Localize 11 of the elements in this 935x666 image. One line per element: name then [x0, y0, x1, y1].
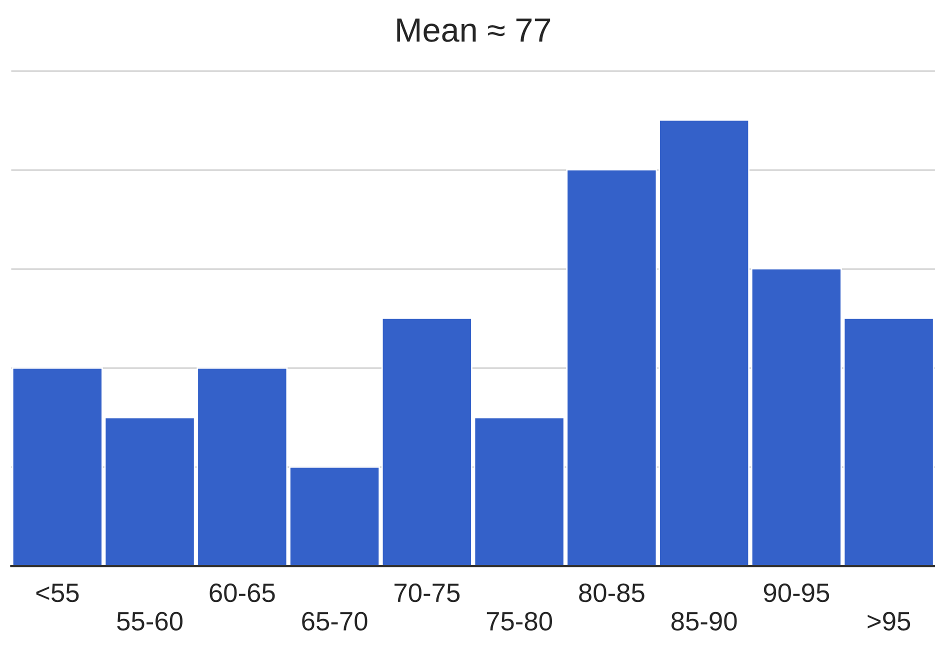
x-tick-label: 65-70 — [302, 612, 368, 631]
x-tick-label: 85-90 — [671, 612, 737, 631]
x-tick-label: 70-75 — [394, 583, 460, 602]
x-tick-label: 55-60 — [117, 612, 183, 631]
x-tick-label: 75-80 — [486, 612, 552, 631]
chart-title: Mean ≈ 77 — [397, 18, 550, 42]
x-tick-label: 90-95 — [764, 583, 830, 602]
x-tick-label: 60-65 — [210, 583, 275, 602]
x-tick-label: >95 — [868, 612, 910, 631]
x-tick-label: <55 — [36, 584, 79, 602]
x-tick-label: 80-85 — [579, 583, 644, 602]
